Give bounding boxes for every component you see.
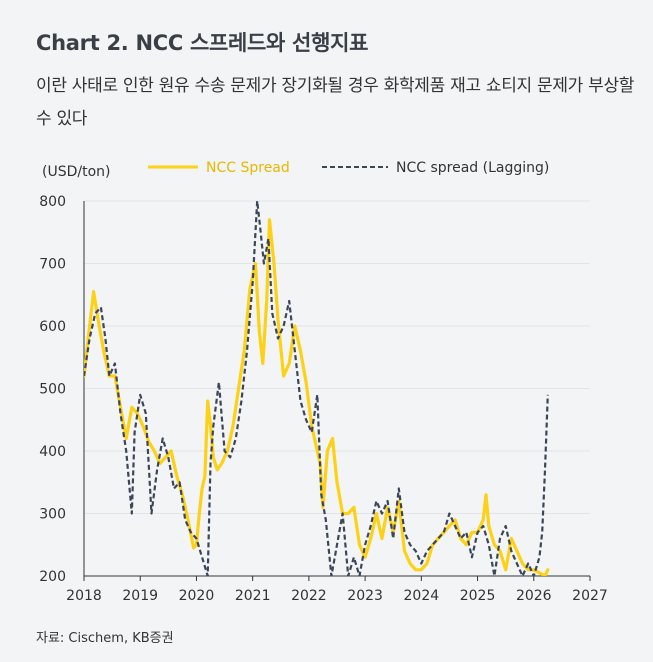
x-tick-label: 2027 xyxy=(572,588,608,604)
y-tick-label: 500 xyxy=(39,382,66,398)
series-line-ncc-spread xyxy=(84,218,550,576)
chart-subtitle: 이란 사태로 인한 원유 수송 문제가 장기화될 경우 화학제품 재고 쇼티지 … xyxy=(36,76,635,129)
series-line-ncc-spread-lagging xyxy=(84,199,549,576)
x-tick-label: 2026 xyxy=(516,588,552,604)
chart-title: Chart 2. NCC 스프레드와 선행지표 xyxy=(36,31,369,55)
grid xyxy=(84,200,590,514)
x-tick-label: 2020 xyxy=(179,588,215,604)
x-tick-label: 2019 xyxy=(122,588,158,604)
y-tick-label: 800 xyxy=(39,194,66,210)
y-tick-label: 300 xyxy=(39,507,66,523)
y-tick-label: 200 xyxy=(39,569,66,585)
legend-item-ncc-spread-label: NCC Spread xyxy=(206,160,290,176)
x-tick-label: 2022 xyxy=(291,588,327,604)
x-tick-label: 2024 xyxy=(404,588,440,604)
x-tick-label: 2021 xyxy=(235,588,271,604)
y-tick-label: 600 xyxy=(39,319,66,335)
x-tick-label: 2023 xyxy=(347,588,383,604)
y-tick-label: 400 xyxy=(39,444,66,460)
axes: 200 300 400 500 600 700 800 2018 2019 2020 2021 202… xyxy=(39,194,608,604)
source-note: 자료: Cischem, KB증권 xyxy=(36,631,174,646)
legend-item-ncc-spread-lagging-label: NCC spread (Lagging) xyxy=(396,160,549,176)
x-tick-label: 2025 xyxy=(460,588,496,604)
y-tick-label: 700 xyxy=(39,257,66,273)
legend: NCC Spread NCC spread (Lagging) xyxy=(148,160,549,176)
x-tick-label: 2018 xyxy=(66,588,102,604)
y-axis-label: (USD/ton) xyxy=(42,164,110,180)
series-area xyxy=(84,199,550,576)
